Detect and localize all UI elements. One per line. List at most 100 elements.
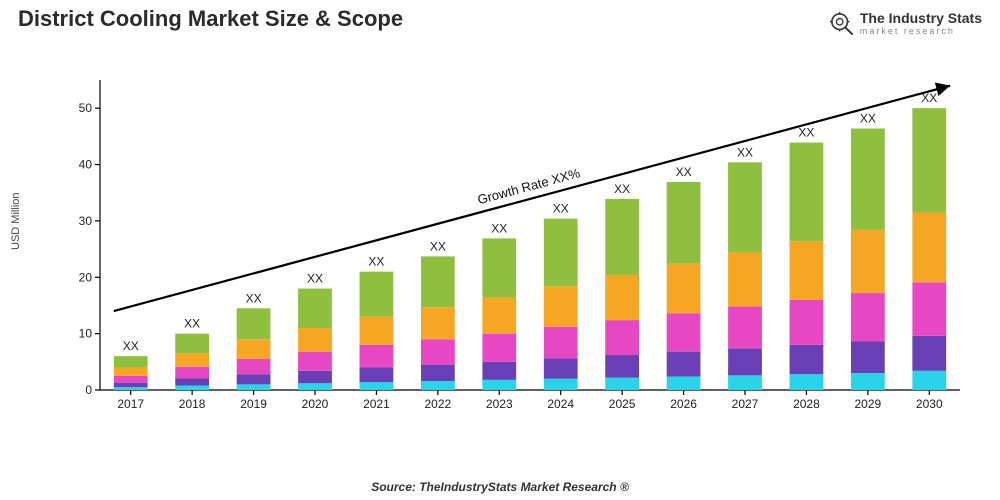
bar-segment [421, 307, 455, 339]
bar-segment [482, 238, 516, 297]
bar-segment [482, 334, 516, 362]
x-tick-label: 2030 [916, 397, 943, 411]
bar-segment [728, 375, 762, 390]
bar-segment [237, 308, 271, 339]
bar-segment [482, 362, 516, 380]
bar-segment [237, 384, 271, 390]
svg-text:0: 0 [85, 383, 92, 397]
bar-segment [605, 355, 639, 378]
bar-segment [360, 345, 394, 368]
bar-value-label: XX [676, 165, 692, 179]
source-citation: Source: TheIndustryStats Market Research… [0, 480, 1000, 494]
bar-segment [237, 374, 271, 384]
bar-segment [114, 376, 148, 383]
bar-segment [175, 353, 209, 367]
bar-segment [175, 385, 209, 390]
x-tick-label: 2017 [117, 397, 144, 411]
bar-value-label: XX [553, 202, 569, 216]
bar-segment [175, 367, 209, 378]
svg-text:20: 20 [79, 270, 93, 284]
bar-value-label: XX [798, 126, 814, 140]
x-tick-label: 2027 [732, 397, 759, 411]
bar-segment [912, 336, 946, 371]
bar-segment [667, 182, 701, 264]
bar-segment [421, 365, 455, 381]
x-tick-label: 2024 [547, 397, 574, 411]
bar-value-label: XX [430, 239, 446, 253]
bar-segment [667, 264, 701, 314]
bar-segment [482, 298, 516, 334]
bar-segment [851, 230, 885, 293]
svg-text:50: 50 [79, 101, 93, 115]
bar-segment [360, 382, 394, 390]
bar-segment [851, 128, 885, 229]
bar-segment [667, 352, 701, 377]
x-tick-label: 2020 [302, 397, 329, 411]
svg-text:10: 10 [79, 327, 93, 341]
chart-title: District Cooling Market Size & Scope [18, 6, 403, 32]
gear-magnifier-icon [828, 10, 854, 36]
bar-segment [851, 293, 885, 341]
bar-segment [912, 212, 946, 282]
bar-value-label: XX [246, 291, 262, 305]
bar-segment [237, 339, 271, 359]
x-tick-label: 2025 [609, 397, 636, 411]
bar-value-label: XX [614, 182, 630, 196]
bar-value-label: XX [860, 111, 876, 125]
bar-segment [175, 378, 209, 385]
bar-segment [114, 367, 148, 375]
bar-segment [114, 356, 148, 367]
bar-segment [790, 241, 824, 300]
bar-segment [298, 289, 332, 328]
bar-segment [360, 367, 394, 382]
bar-segment [175, 334, 209, 354]
brand-logo: The Industry Stats market research [828, 10, 982, 36]
bar-segment [912, 108, 946, 212]
bar-segment [544, 286, 578, 327]
bar-segment [667, 313, 701, 351]
x-tick-label: 2021 [363, 397, 390, 411]
bar-segment [605, 320, 639, 355]
bar-value-label: XX [123, 339, 139, 353]
x-tick-label: 2018 [179, 397, 206, 411]
bar-segment [114, 387, 148, 390]
bar-segment [851, 342, 885, 374]
bar-segment [605, 378, 639, 390]
bar-segment [298, 328, 332, 352]
svg-text:40: 40 [79, 158, 93, 172]
bar-segment [790, 374, 824, 390]
logo-line1: The Industry Stats [860, 11, 982, 25]
bar-segment [114, 383, 148, 388]
bar-segment [851, 373, 885, 390]
bar-segment [728, 307, 762, 349]
bar-segment [728, 162, 762, 252]
bar-segment [298, 383, 332, 390]
bar-segment [482, 380, 516, 390]
bar-segment [360, 272, 394, 317]
bar-segment [605, 199, 639, 275]
bar-segment [790, 300, 824, 345]
bar-segment [728, 348, 762, 375]
bar-value-label: XX [184, 317, 200, 331]
bar-segment [667, 376, 701, 390]
x-tick-label: 2019 [240, 397, 267, 411]
x-tick-label: 2028 [793, 397, 820, 411]
bar-value-label: XX [737, 145, 753, 159]
bar-segment [544, 379, 578, 390]
bar-segment [360, 317, 394, 345]
x-tick-label: 2029 [855, 397, 882, 411]
bar-segment [298, 352, 332, 371]
x-tick-label: 2023 [486, 397, 513, 411]
bar-segment [544, 358, 578, 378]
bar-segment [421, 381, 455, 390]
bar-value-label: XX [368, 255, 384, 269]
x-tick-label: 2026 [670, 397, 697, 411]
x-tick-label: 2022 [425, 397, 452, 411]
bar-segment [728, 252, 762, 306]
bar-segment [237, 359, 271, 374]
bar-segment [421, 339, 455, 364]
bar-value-label: XX [491, 221, 507, 235]
svg-text:30: 30 [79, 214, 93, 228]
bar-segment [790, 345, 824, 374]
bar-segment [790, 143, 824, 242]
